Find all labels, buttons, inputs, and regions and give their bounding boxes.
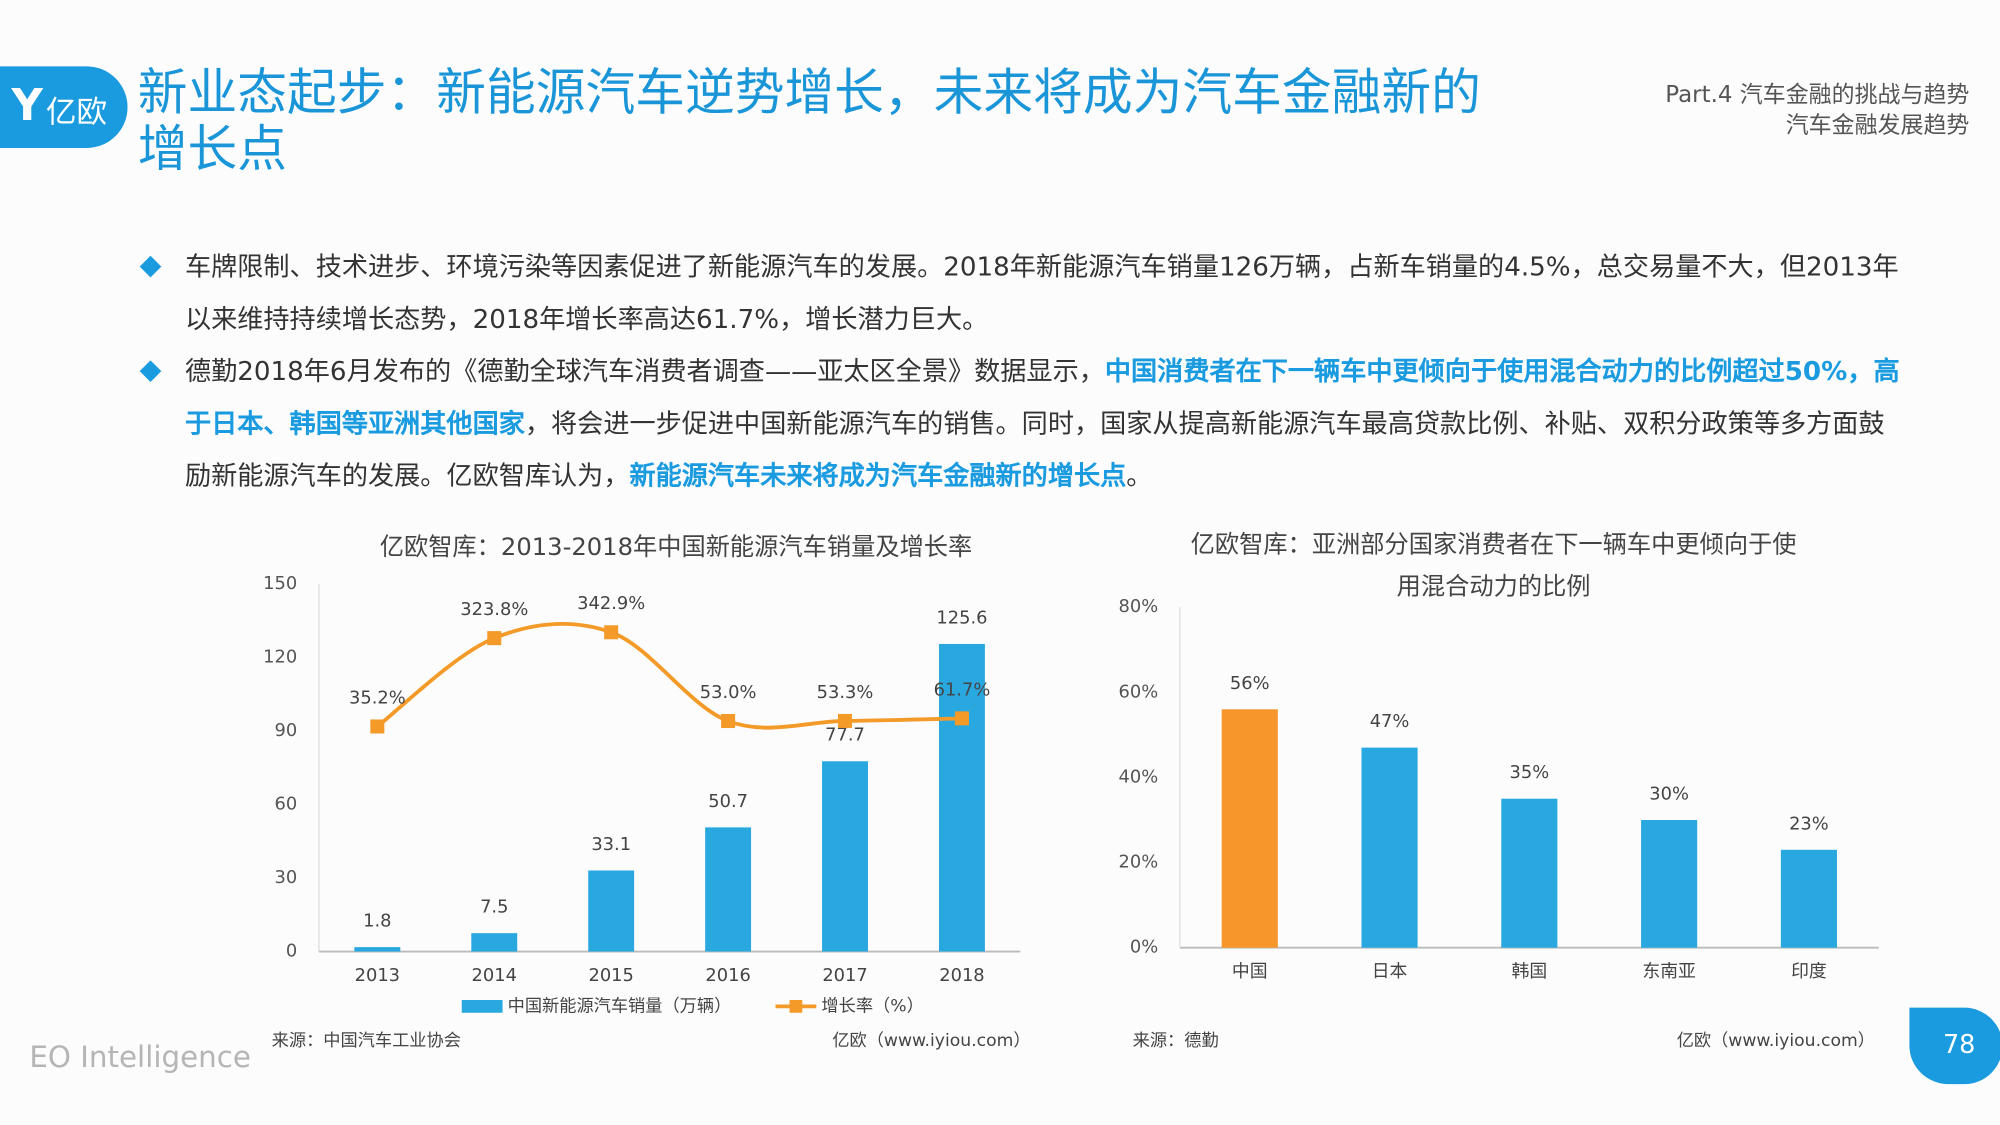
section: Part.4 汽车金融的挑战与趋势 (1665, 81, 1970, 109)
emphasis: 中国消费者在下一辆车中更倾向于使用混合动力的比例超过50%，高于日本、韩国等亚洲… (184, 355, 1900, 439)
value-label: 323.8% (460, 599, 528, 620)
line-marker (954, 711, 969, 726)
y-tick-label: 40% (1118, 766, 1158, 787)
bar (938, 643, 985, 952)
bar (705, 827, 752, 952)
page-number: 78 (1943, 1030, 1975, 1060)
x-tick-label: 东南亚 (1642, 961, 1696, 982)
value-label: 50.7 (708, 791, 748, 812)
legend-label: 中国新能源汽车销量（万辆） (508, 996, 732, 1016)
x-tick-label: 2014 (472, 965, 517, 986)
y-tick-label: 60% (1118, 681, 1158, 702)
logo-mark: Y (11, 80, 43, 132)
logo-badge: 亿欧 Y (0, 66, 128, 148)
value-label: 33.1 (591, 834, 631, 855)
value-label: 342.9% (577, 593, 645, 614)
text: ，将会进一步促进中国新能源汽车的销售。同时，国家从提高新能源汽车最高贷款比例、补… (184, 408, 1885, 492)
value-label: 47% (1370, 711, 1410, 732)
legend-label: 增长率（%） (821, 996, 923, 1016)
value-label: 30% (1649, 783, 1689, 804)
y-tick-label: 80% (1118, 596, 1158, 617)
value-label: 61.7% (934, 679, 991, 700)
bar (1221, 709, 1278, 948)
x-tick-label: 2013 (355, 965, 400, 986)
value-label: 53.0% (700, 682, 757, 703)
text: 德勤2018年6月发布的《德勤全球汽车消费者调查——亚太区全景》数据显示， (184, 355, 1105, 387)
bullet: 车牌限制、技术进步、环境污染等因素促进了新能源汽车的发展。2018年新能源汽车销… (185, 241, 1907, 346)
text: 。 (1126, 460, 1153, 492)
page-badge (1909, 1007, 2000, 1085)
y-tick-label: 20% (1118, 852, 1158, 873)
y-tick-label: 0% (1130, 937, 1158, 958)
value-label: 35% (1510, 762, 1550, 783)
credit: 亿欧（www.iyiou.com） (1677, 1031, 1875, 1051)
line-marker (370, 719, 385, 734)
bar (1501, 798, 1558, 948)
brand: EO Intelligence (29, 1040, 251, 1074)
chart-title: 亿欧智库：2013-2018年中国新能源汽车销量及增长率 (379, 533, 973, 562)
x-tick-label: 2018 (939, 965, 984, 986)
bullet: 德勤2018年6月发布的《德勤全球汽车消费者调查——亚太区全景》数据显示，中国消… (185, 346, 1907, 503)
line-marker (604, 625, 619, 640)
line (376, 621, 962, 730)
value-label: 23% (1789, 813, 1829, 834)
text: 车牌限制、技术进步、环境污染等因素促进了新能源汽车的发展。2018年新能源汽车销… (184, 251, 1899, 335)
x-tick-label: 印度 (1791, 961, 1827, 982)
value-label: 125.6 (936, 607, 987, 628)
value-label: 1.8 (363, 911, 391, 932)
x-tick-label: 2016 (705, 965, 750, 986)
bar (1361, 747, 1418, 948)
x-tick-label: 韩国 (1511, 961, 1547, 982)
x-tick-label: 日本 (1372, 961, 1408, 982)
line-marker (721, 714, 736, 729)
value-label: 53.3% (817, 682, 874, 703)
x-tick-label: 2015 (588, 965, 633, 986)
bar (588, 870, 635, 952)
source: 来源：中国汽车工业协会 (272, 1031, 461, 1051)
emphasis: 新能源汽车未来将成为汽车金融新的增长点 (629, 460, 1127, 492)
subsection: 汽车金融发展趋势 (1785, 112, 1970, 140)
y-tick-label: 30 (274, 867, 297, 888)
logo-text: 亿欧 (45, 94, 108, 131)
legend-swatch (461, 999, 503, 1013)
legend-swatch (789, 999, 803, 1013)
line-marker (838, 713, 853, 728)
bar (1641, 819, 1698, 948)
y-tick-label: 0 (286, 941, 297, 962)
x-tick-label: 2017 (822, 965, 867, 986)
x-tick-label: 中国 (1232, 961, 1268, 982)
y-tick-label: 90 (274, 720, 297, 741)
value-label: 35.2% (349, 687, 406, 708)
credit: 亿欧（www.iyiou.com） (832, 1031, 1030, 1051)
bar (471, 933, 518, 952)
line-marker (487, 631, 502, 646)
y-tick-label: 60 (274, 794, 297, 815)
value-label: 7.5 (480, 897, 508, 918)
bar (354, 947, 401, 952)
bar (1780, 849, 1837, 948)
chart-title: 亿欧智库：亚洲部分国家消费者在下一辆车中更倾向于使用混合动力的比例 (1190, 530, 1797, 601)
bar (822, 761, 868, 952)
source: 来源：德勤 (1133, 1031, 1219, 1051)
y-tick-label: 120 (263, 647, 297, 668)
value-label: 77.7 (825, 725, 865, 746)
slide-title: 新业态起步：新能源汽车逆势增长，未来将成为汽车金融新的增长点 (137, 65, 1481, 179)
y-tick-label: 150 (263, 573, 297, 594)
value-label: 56% (1230, 673, 1270, 694)
